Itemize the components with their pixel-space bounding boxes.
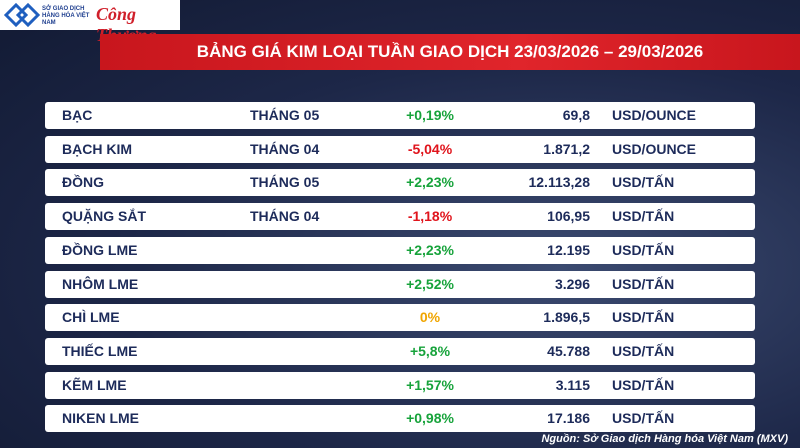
logo-org: SỞ GIAO DỊCH HÀNG HÓA VIỆT NAM xyxy=(42,6,90,26)
item-name: QUẶNG SẮT xyxy=(62,208,146,225)
table-row: BẠC THÁNG 05 +0,19% 69,8 USD/OUNCE xyxy=(45,102,755,129)
table-row: CHÌ LME 0% 1.896,5 USD/TẤN xyxy=(45,304,755,332)
item-name: CHÌ LME xyxy=(62,309,120,326)
item-name: BẠCH KIM xyxy=(62,140,132,157)
item-name: THIẾC LME xyxy=(62,342,138,359)
table-row: THIẾC LME +5,8% 45.788 USD/TẤN xyxy=(45,337,755,365)
price: 12.113,28 xyxy=(528,174,590,191)
change: +0,19% xyxy=(406,107,454,123)
source: Nguồn: Sở Giao dịch Hàng hóa Việt Nam (M… xyxy=(541,433,788,445)
price: 69,8 xyxy=(562,107,590,123)
change: 0% xyxy=(419,309,441,326)
price: 106,95 xyxy=(547,208,590,225)
contract-month: THÁNG 05 xyxy=(250,107,320,123)
change: +5,8% xyxy=(409,342,451,359)
unit: USD/TẤN xyxy=(612,208,675,225)
table-row: KẼM LME +1,57% 3.115 USD/TẤN xyxy=(45,371,755,399)
item-name: NIKEN LME xyxy=(62,410,139,427)
unit: USD/TẤN xyxy=(612,275,675,292)
unit: USD/TẤN xyxy=(612,410,675,427)
unit: USD/TẤN xyxy=(612,309,675,326)
price: 1.896,5 xyxy=(543,309,590,326)
contract-month: THÁNG 04 xyxy=(250,208,320,225)
change: -1,18% xyxy=(407,208,453,225)
price: 3.296 xyxy=(554,275,590,292)
table-row: ĐỒNG THÁNG 05 +2,23% 12.113,28 USD/TẤN xyxy=(45,169,755,197)
change: +2,23% xyxy=(406,241,454,258)
price: 17.186 xyxy=(547,410,590,427)
table-row: NIKEN LME +0,98% 17.186 USD/TẤN xyxy=(45,405,755,433)
item-name: ĐỒNG xyxy=(62,174,104,191)
logo-area: SỞ GIAO DỊCH HÀNG HÓA VIỆT NAM Công Thươ… xyxy=(0,0,180,45)
price: 45.788 xyxy=(547,342,590,359)
item-name: KẼM LME xyxy=(62,376,127,393)
price: 12.195 xyxy=(547,241,590,258)
title: BẢNG GIÁ KIM LOẠI TUẦN GIAO DỊCH 23/03/2… xyxy=(196,42,704,61)
change: +2,52% xyxy=(406,275,454,292)
price: 1.871,2 xyxy=(543,140,590,157)
unit: USD/TẤN xyxy=(612,174,675,191)
item-name: NHÔM LME xyxy=(62,275,139,292)
contract-month: THÁNG 04 xyxy=(250,140,320,157)
contract-month: THÁNG 05 xyxy=(250,174,320,191)
table-row: QUẶNG SẮT THÁNG 04 -1,18% 106,95 USD/TẤN xyxy=(45,203,755,231)
table-row: ĐỒNG LME +2,23% 12.195 USD/TẤN xyxy=(45,236,755,264)
table-row: BẠCH KIM THÁNG 04 -5,04% 1.871,2 USD/OUNCE xyxy=(45,135,755,163)
table-row: NHÔM LME +2,52% 3.296 USD/TẤN xyxy=(45,270,755,298)
change: +0,98% xyxy=(406,410,454,427)
unit: USD/OUNCE xyxy=(612,140,697,157)
price: 3.115 xyxy=(555,376,590,393)
change: +2,23% xyxy=(406,174,454,191)
unit: USD/TẤN xyxy=(612,241,675,258)
title-banner: BẢNG GIÁ KIM LOẠI TUẦN GIAO DỊCH 23/03/2… xyxy=(100,34,800,70)
unit: USD/TẤN xyxy=(612,342,675,359)
unit: USD/OUNCE xyxy=(612,107,697,123)
item-name: ĐỒNG LME xyxy=(62,241,138,258)
unit: USD/TẤN xyxy=(612,376,675,393)
logo-icon xyxy=(4,2,40,28)
item-name: BẠC xyxy=(62,107,93,123)
change: +1,57% xyxy=(406,376,454,393)
change: -5,04% xyxy=(407,140,453,157)
